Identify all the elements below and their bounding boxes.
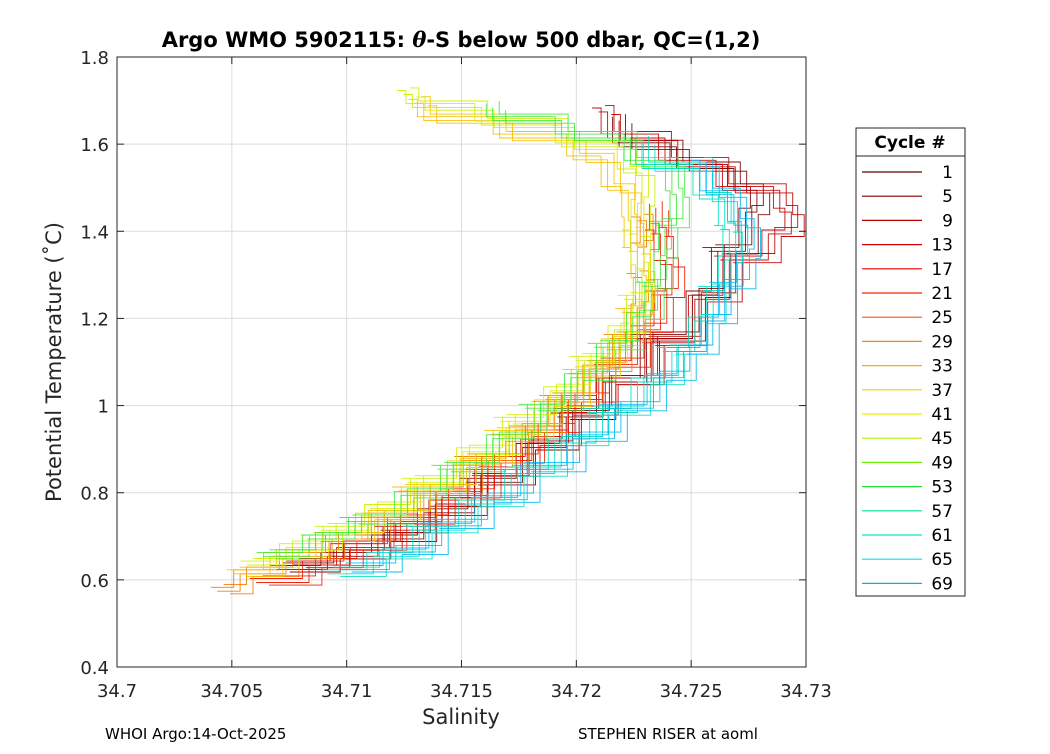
y-tick-label: 1 xyxy=(98,397,109,418)
series-line xyxy=(259,96,656,569)
series-line xyxy=(340,145,743,577)
legend-entry-label: 49 xyxy=(931,453,953,473)
series-line xyxy=(233,102,641,575)
footer-right-text: STEPHEN RISER at aoml xyxy=(578,725,758,743)
legend: Cycle # 1 5 9 13 17 21 25 29 33 37 41 45 49 53 57 61 65 6… xyxy=(855,127,966,597)
y-tick-label: 1.6 xyxy=(80,135,109,156)
series-line xyxy=(320,138,724,571)
series-line xyxy=(240,90,637,562)
series-line xyxy=(253,87,649,559)
legend-entry-label: 25 xyxy=(931,308,953,328)
legend-entry-label: 1 xyxy=(942,163,953,183)
legend-box xyxy=(855,127,966,597)
x-tick-label: 34.72 xyxy=(551,681,603,702)
x-tick-label: 34.705 xyxy=(200,681,263,702)
legend-entry-label: 61 xyxy=(931,526,953,546)
legend-entry-label: 57 xyxy=(931,502,953,522)
chart-title: Argo WMO 5902115: θ-S below 500 dbar, QC… xyxy=(162,27,761,52)
x-tick-label: 34.7 xyxy=(97,681,137,702)
legend-title: Cycle # xyxy=(874,133,945,153)
series-line-group xyxy=(332,157,761,573)
series-line xyxy=(275,110,690,560)
grid xyxy=(117,57,806,667)
x-tick-label: 34.71 xyxy=(321,681,373,702)
series-line xyxy=(249,203,666,579)
chart-title-part-2: -S below 500 dbar, QC=(1,2) xyxy=(426,28,760,52)
series-line xyxy=(246,105,654,577)
chart-title-theta: θ xyxy=(412,27,426,52)
legend-entry-label: 5 xyxy=(942,187,953,207)
y-tick-label: 0.4 xyxy=(80,658,109,679)
series-line xyxy=(292,111,792,566)
series-line xyxy=(247,94,643,566)
legend-entry-label: 37 xyxy=(931,381,953,401)
series-line xyxy=(351,166,761,573)
series-line xyxy=(345,157,755,564)
legend-entry-label: 33 xyxy=(931,357,953,377)
legend-entry-label: 21 xyxy=(931,284,953,304)
legend-entry-label: 13 xyxy=(931,236,953,256)
series-line xyxy=(269,101,684,551)
tick-layer: 34.7 34.705 34.71 34.715 34.72 34.725 34.73 0.4… xyxy=(80,48,831,702)
chart-title-part-1: Argo WMO 5902115: xyxy=(162,28,413,52)
series-line xyxy=(210,216,641,588)
y-tick-label: 0.8 xyxy=(80,484,109,505)
y-tick-label: 1.4 xyxy=(80,222,109,243)
series-line xyxy=(333,135,737,568)
series-line xyxy=(256,207,673,583)
y-axis-label: Potential Temperature (˚C) xyxy=(42,222,66,502)
series-line xyxy=(286,107,786,562)
x-axis-label: Salinity xyxy=(422,705,500,729)
series-line xyxy=(332,159,742,566)
series-layer xyxy=(210,87,805,595)
legend-entry-label: 41 xyxy=(931,405,953,425)
legend-entry-label: 29 xyxy=(931,332,953,352)
y-tick-label: 0.6 xyxy=(80,571,109,592)
x-tick-label: 34.73 xyxy=(780,681,832,702)
y-tick-label: 1.8 xyxy=(80,48,109,69)
series-line xyxy=(338,163,749,570)
series-line xyxy=(269,210,686,586)
legend-entry-label: 69 xyxy=(931,574,953,594)
legend-entry-label: 9 xyxy=(942,211,953,231)
series-line xyxy=(256,103,671,553)
legend-entry-label: 53 xyxy=(931,478,953,498)
series-line-group xyxy=(240,87,656,569)
legend-entry-label: 17 xyxy=(931,260,953,280)
legend-entry-label: 65 xyxy=(931,550,953,570)
y-tick-label: 1.2 xyxy=(80,309,109,330)
footer-left-text: WHOI Argo:14-Oct-2025 xyxy=(105,725,287,743)
legend-entry-label: 45 xyxy=(931,429,953,449)
x-tick-label: 34.715 xyxy=(430,681,493,702)
x-tick-label: 34.725 xyxy=(660,681,723,702)
